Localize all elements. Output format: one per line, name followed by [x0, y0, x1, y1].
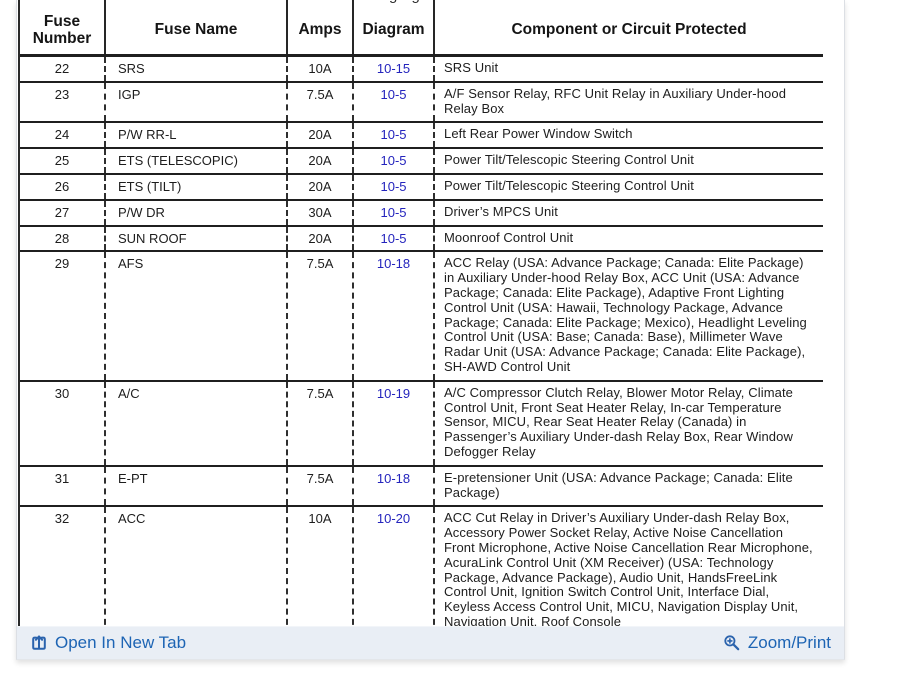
fuse-name-cell: IGP: [104, 82, 286, 122]
amps-cell: 20A: [286, 123, 352, 148]
document-viewer-frame: g g Fuse Number Fuse Name Amps Diagram C…: [16, 0, 845, 660]
fuse-number-cell: 29: [54, 256, 70, 272]
component-cell: Power Tilt/Telescopic Steering Control U…: [433, 174, 823, 199]
header-amps: Amps: [286, 0, 352, 54]
fuse-name-cell: A/C: [104, 381, 286, 465]
fuse-number-cell: 25: [54, 153, 70, 169]
component-cell: Driver’s MPCS Unit: [433, 200, 823, 225]
fuse-name-cell: SUN ROOF: [104, 226, 286, 251]
amps-cell: 7.5A: [286, 252, 352, 380]
zoom-magnifier-icon: [723, 634, 741, 652]
fuse-name-cell: ETS (TILT): [104, 174, 286, 199]
table-row: 25 ETS (TELESCOPIC) 20A 10-5 Power Tilt/…: [20, 147, 823, 173]
table-row: 24 P/W RR-L 20A 10-5 Left Rear Power Win…: [20, 121, 823, 148]
fuse-name-cell: ETS (TELESCOPIC): [104, 149, 286, 173]
amps-cell: 7.5A: [286, 466, 352, 506]
table-row: 22 SRS 10A 10-15 SRS Unit: [20, 55, 823, 81]
header-fuse-name: Fuse Name: [104, 0, 286, 54]
fuse-name-cell: AFS: [104, 252, 286, 380]
component-cell: ACC Cut Relay in Driver’s Auxiliary Unde…: [433, 507, 823, 627]
amps-cell: 7.5A: [286, 381, 352, 465]
header-diagram: Diagram: [352, 0, 433, 54]
table-row: 32 ACC 10A 10-20 ACC Cut Relay in Driver…: [20, 505, 823, 627]
diagram-link[interactable]: 10-15: [352, 57, 433, 81]
fuse-number-cell: 22: [54, 61, 70, 76]
amps-cell: 20A: [286, 149, 352, 173]
zoom-print-label: Zoom/Print: [747, 633, 831, 652]
open-in-new-tab-button[interactable]: Open In New Tab: [30, 633, 186, 653]
fuse-number-cell: 27: [54, 204, 70, 220]
component-cell: SRS Unit: [433, 57, 823, 81]
component-cell: Moonroof Control Unit: [433, 226, 823, 251]
fuse-number-cell: 30: [54, 385, 70, 401]
diagram-link[interactable]: 10-5: [352, 200, 433, 225]
fuse-number-cell: 28: [54, 230, 70, 246]
fuse-number-cell: 31: [54, 470, 70, 486]
amps-cell: 20A: [286, 226, 352, 251]
fuse-number-cell: 24: [54, 127, 70, 143]
amps-cell: 20A: [286, 174, 352, 199]
diagram-link[interactable]: 10-5: [352, 149, 433, 173]
table-row: 27 P/W DR 30A 10-5 Driver’s MPCS Unit: [20, 198, 823, 225]
diagram-link[interactable]: 10-19: [352, 381, 433, 465]
diagram-link[interactable]: 10-18: [352, 252, 433, 380]
fuse-number-cell: 23: [54, 86, 70, 102]
table-row: 29 AFS 7.5A 10-18 ACC Relay (USA: Advanc…: [20, 250, 823, 380]
component-cell: A/F Sensor Relay, RFC Unit Relay in Auxi…: [433, 82, 823, 122]
amps-cell: 10A: [286, 57, 352, 81]
component-cell: Power Tilt/Telescopic Steering Control U…: [433, 149, 823, 173]
fuse-name-cell: P/W DR: [104, 200, 286, 225]
header-fuse-number: Fuse Number: [32, 12, 92, 48]
fuse-table: Fuse Number Fuse Name Amps Diagram Compo…: [18, 0, 823, 627]
fuse-name-cell: P/W RR-L: [104, 123, 286, 148]
component-cell: A/C Compressor Clutch Relay, Blower Moto…: [433, 381, 823, 465]
fuse-table-wrap: Fuse Number Fuse Name Amps Diagram Compo…: [18, 0, 823, 627]
diagram-link[interactable]: 10-5: [352, 82, 433, 122]
component-cell: Left Rear Power Window Switch: [433, 123, 823, 148]
fuse-name-cell: SRS: [104, 57, 286, 81]
component-cell: E-pretensioner Unit (USA: Advance Packag…: [433, 466, 823, 506]
diagram-link[interactable]: 10-5: [352, 226, 433, 251]
fuse-number-cell: 32: [54, 511, 70, 527]
table-row: 28 SUN ROOF 20A 10-5 Moonroof Control Un…: [20, 224, 823, 251]
fuse-number-cell: 26: [54, 178, 70, 194]
fuse-name-cell: ACC: [104, 507, 286, 627]
diagram-link[interactable]: 10-18: [352, 466, 433, 506]
table-row: 23 IGP 7.5A 10-5 A/F Sensor Relay, RFC U…: [20, 80, 823, 122]
diagram-link[interactable]: 10-20: [352, 507, 433, 627]
viewer-toolbar: Open In New Tab Zoom/Print: [17, 626, 844, 659]
component-cell: ACC Relay (USA: Advance Package; Canada:…: [433, 252, 823, 380]
diagram-link[interactable]: 10-5: [352, 174, 433, 199]
open-in-new-tab-label: Open In New Tab: [55, 633, 187, 652]
open-in-new-tab-icon: [30, 634, 48, 652]
table-row: 31 E-PT 7.5A 10-18 E-pretensioner Unit (…: [20, 464, 823, 506]
amps-cell: 7.5A: [286, 82, 352, 122]
table-row: 26 ETS (TILT) 20A 10-5 Power Tilt/Telesc…: [20, 172, 823, 199]
fuse-name-cell: E-PT: [104, 466, 286, 506]
amps-cell: 30A: [286, 200, 352, 225]
diagram-link[interactable]: 10-5: [352, 123, 433, 148]
zoom-print-button[interactable]: Zoom/Print: [723, 633, 831, 653]
cropped-title-fragment: g g: [389, 0, 420, 7]
header-component: Component or Circuit Protected: [433, 0, 823, 54]
amps-cell: 10A: [286, 507, 352, 627]
table-header-row: Fuse Number Fuse Name Amps Diagram Compo…: [20, 0, 823, 55]
table-row: 30 A/C 7.5A 10-19 A/C Compressor Clutch …: [20, 379, 823, 465]
